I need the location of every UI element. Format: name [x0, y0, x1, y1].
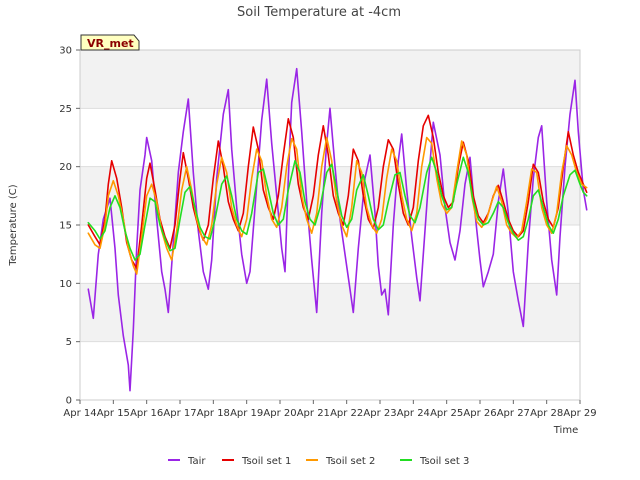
x-tick-label: Apr 18 [197, 408, 230, 419]
x-tick-label: Apr 28 [530, 408, 563, 419]
y-tick-label: 5 [66, 337, 72, 348]
y-tick-label: 25 [59, 104, 72, 115]
legend: Tair Tsoil set 1 Tsoil set 2 Tsoil set 3 [168, 456, 469, 467]
y-tick-label: 20 [59, 162, 72, 173]
x-tick-label: Apr 20 [263, 408, 296, 419]
x-tick-label: Apr 14 [63, 408, 96, 419]
series-line-tsoil-set-1 [87, 114, 588, 269]
station-badge-label: VR_met [87, 37, 134, 50]
x-tick-label: Apr 26 [463, 408, 496, 419]
station-badge-box [80, 34, 140, 51]
x-tick-label: Apr 17 [163, 408, 196, 419]
series-line-tsoil-set-3 [87, 156, 588, 261]
x-tick-label: Apr 23 [363, 408, 396, 419]
y-tick-label: 15 [59, 221, 72, 232]
y-axis-label: Temperature (C) [8, 184, 19, 266]
x-axis-ticks: Apr 14 Apr 15 Apr 16 Apr 17 Apr 18 Apr 19 Apr … [63, 400, 597, 419]
legend-label-tsoil-set-2: Tsoil set 2 [325, 456, 375, 467]
x-tick-label: Apr 27 [497, 408, 530, 419]
x-tick-label: Apr 21 [297, 408, 330, 419]
x-tick-label: Apr 15 [97, 408, 130, 419]
plot-band [80, 50, 580, 109]
x-tick-label: Apr 19 [230, 408, 263, 419]
y-tick-label: 0 [66, 396, 72, 407]
x-tick-label: Apr 16 [130, 408, 163, 419]
legend-label-tair: Tair [187, 456, 206, 467]
x-tick-label: Apr 22 [330, 408, 363, 419]
legend-label-tsoil-set-1: Tsoil set 1 [241, 456, 291, 467]
y-tick-label: 30 [59, 46, 72, 57]
x-tick-label: Apr 29 [563, 408, 596, 419]
station-badge: VR_met [80, 34, 140, 51]
y-tick-label: 10 [59, 279, 72, 290]
plot-band [80, 225, 580, 284]
x-axis-label: Time [553, 425, 578, 436]
plot-band [80, 108, 580, 167]
plot-band [80, 341, 580, 400]
plot-bands [80, 50, 580, 400]
series-line-tair [87, 67, 588, 392]
y-axis-ticks: 0 5 10 15 20 25 30 [59, 46, 80, 407]
series-lines [87, 67, 588, 392]
x-tick-label: Apr 25 [430, 408, 463, 419]
chart-title: Soil Temperature at -4cm [237, 5, 401, 20]
legend-label-tsoil-set-3: Tsoil set 3 [419, 456, 469, 467]
plot-band [80, 283, 580, 342]
x-tick-label: Apr 24 [397, 408, 430, 419]
